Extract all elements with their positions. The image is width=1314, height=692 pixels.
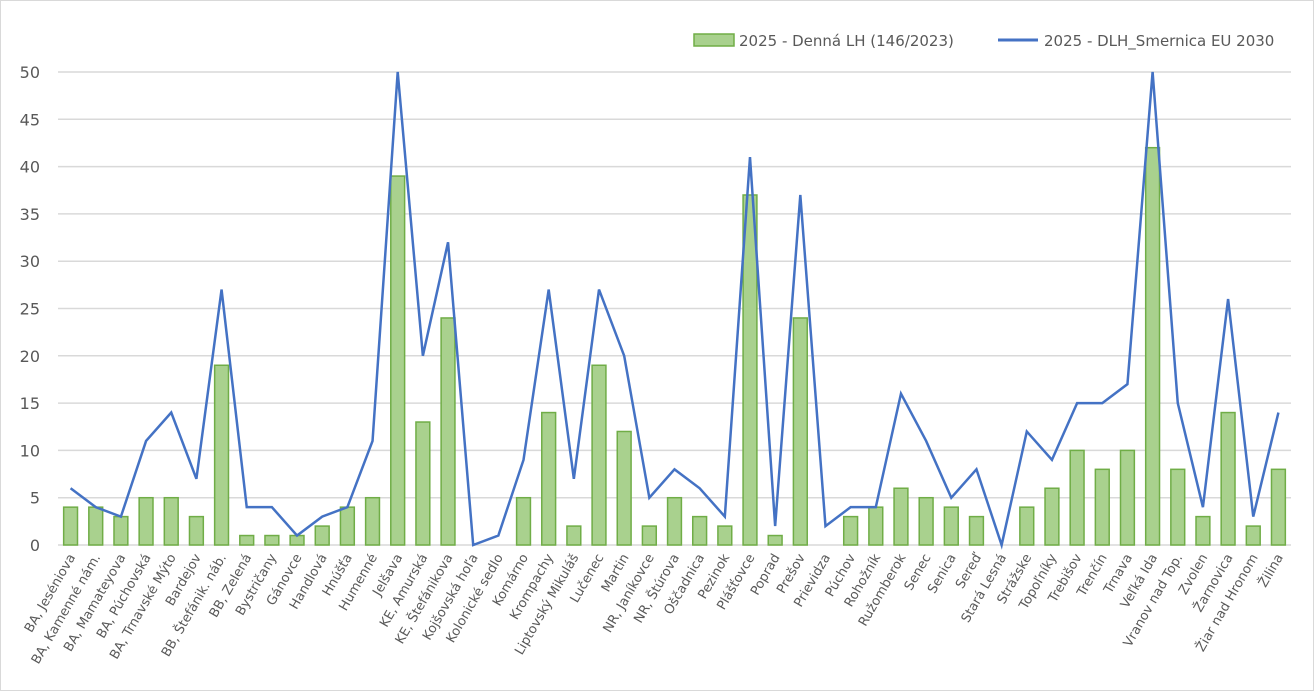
bar bbox=[89, 507, 103, 545]
y-tick-label: 15 bbox=[20, 394, 40, 413]
bar bbox=[718, 526, 732, 545]
legend-line-label: 2025 - DLH_Smernica EU 2030 bbox=[1044, 32, 1274, 51]
bar bbox=[592, 365, 606, 545]
bar bbox=[668, 498, 682, 545]
bar bbox=[1221, 413, 1235, 545]
bar bbox=[114, 517, 128, 545]
bar bbox=[416, 422, 430, 545]
legend-bar-label: 2025 - Denná LH (146/2023) bbox=[739, 32, 954, 50]
bar bbox=[768, 536, 782, 545]
bar bbox=[1045, 488, 1059, 545]
bar bbox=[164, 498, 178, 545]
legend: 2025 - Denná LH (146/2023) 2025 - DLH_Sm… bbox=[694, 32, 1274, 51]
bar bbox=[542, 413, 556, 545]
bar bbox=[340, 507, 354, 545]
x-tick-label: Žilina bbox=[1255, 551, 1287, 590]
y-tick-label: 35 bbox=[20, 205, 40, 224]
bar bbox=[441, 318, 455, 545]
bar bbox=[64, 507, 78, 545]
bar bbox=[617, 431, 631, 545]
y-tick-label: 25 bbox=[20, 300, 40, 319]
y-tick-label: 40 bbox=[20, 158, 40, 177]
y-tick-label: 45 bbox=[20, 110, 40, 129]
bar bbox=[517, 498, 531, 545]
y-tick-label: 50 bbox=[20, 63, 40, 82]
legend-bar-swatch bbox=[694, 34, 734, 46]
y-tick-label: 30 bbox=[20, 252, 40, 271]
bar bbox=[240, 536, 254, 545]
y-tick-label: 10 bbox=[20, 441, 40, 460]
bar bbox=[265, 536, 279, 545]
bar bbox=[315, 526, 329, 545]
bar bbox=[970, 517, 984, 545]
bar bbox=[1020, 507, 1034, 545]
bar bbox=[1121, 450, 1135, 545]
y-tick-label: 5 bbox=[30, 489, 40, 508]
bar bbox=[391, 176, 405, 545]
bar bbox=[642, 526, 656, 545]
bar bbox=[844, 517, 858, 545]
bar bbox=[1246, 526, 1260, 545]
bar bbox=[793, 318, 807, 545]
y-axis-ticks: 0 5 10 15 20 25 30 35 40 45 50 bbox=[20, 63, 40, 555]
bar bbox=[944, 507, 958, 545]
bar bbox=[894, 488, 908, 545]
bar bbox=[1271, 469, 1285, 545]
bar bbox=[869, 507, 883, 545]
bar bbox=[743, 195, 757, 545]
y-tick-label: 20 bbox=[20, 347, 40, 366]
bar bbox=[215, 365, 229, 545]
bar-series bbox=[64, 148, 1286, 545]
bar bbox=[919, 498, 933, 545]
bar bbox=[1095, 469, 1109, 545]
bar bbox=[1146, 148, 1160, 545]
bar bbox=[1070, 450, 1084, 545]
bar bbox=[1171, 469, 1185, 545]
bar bbox=[693, 517, 707, 545]
bar bbox=[366, 498, 380, 545]
bar bbox=[567, 526, 581, 545]
bar bbox=[139, 498, 153, 545]
bar bbox=[1196, 517, 1210, 545]
bar bbox=[189, 517, 203, 545]
y-tick-label: 0 bbox=[30, 536, 40, 555]
